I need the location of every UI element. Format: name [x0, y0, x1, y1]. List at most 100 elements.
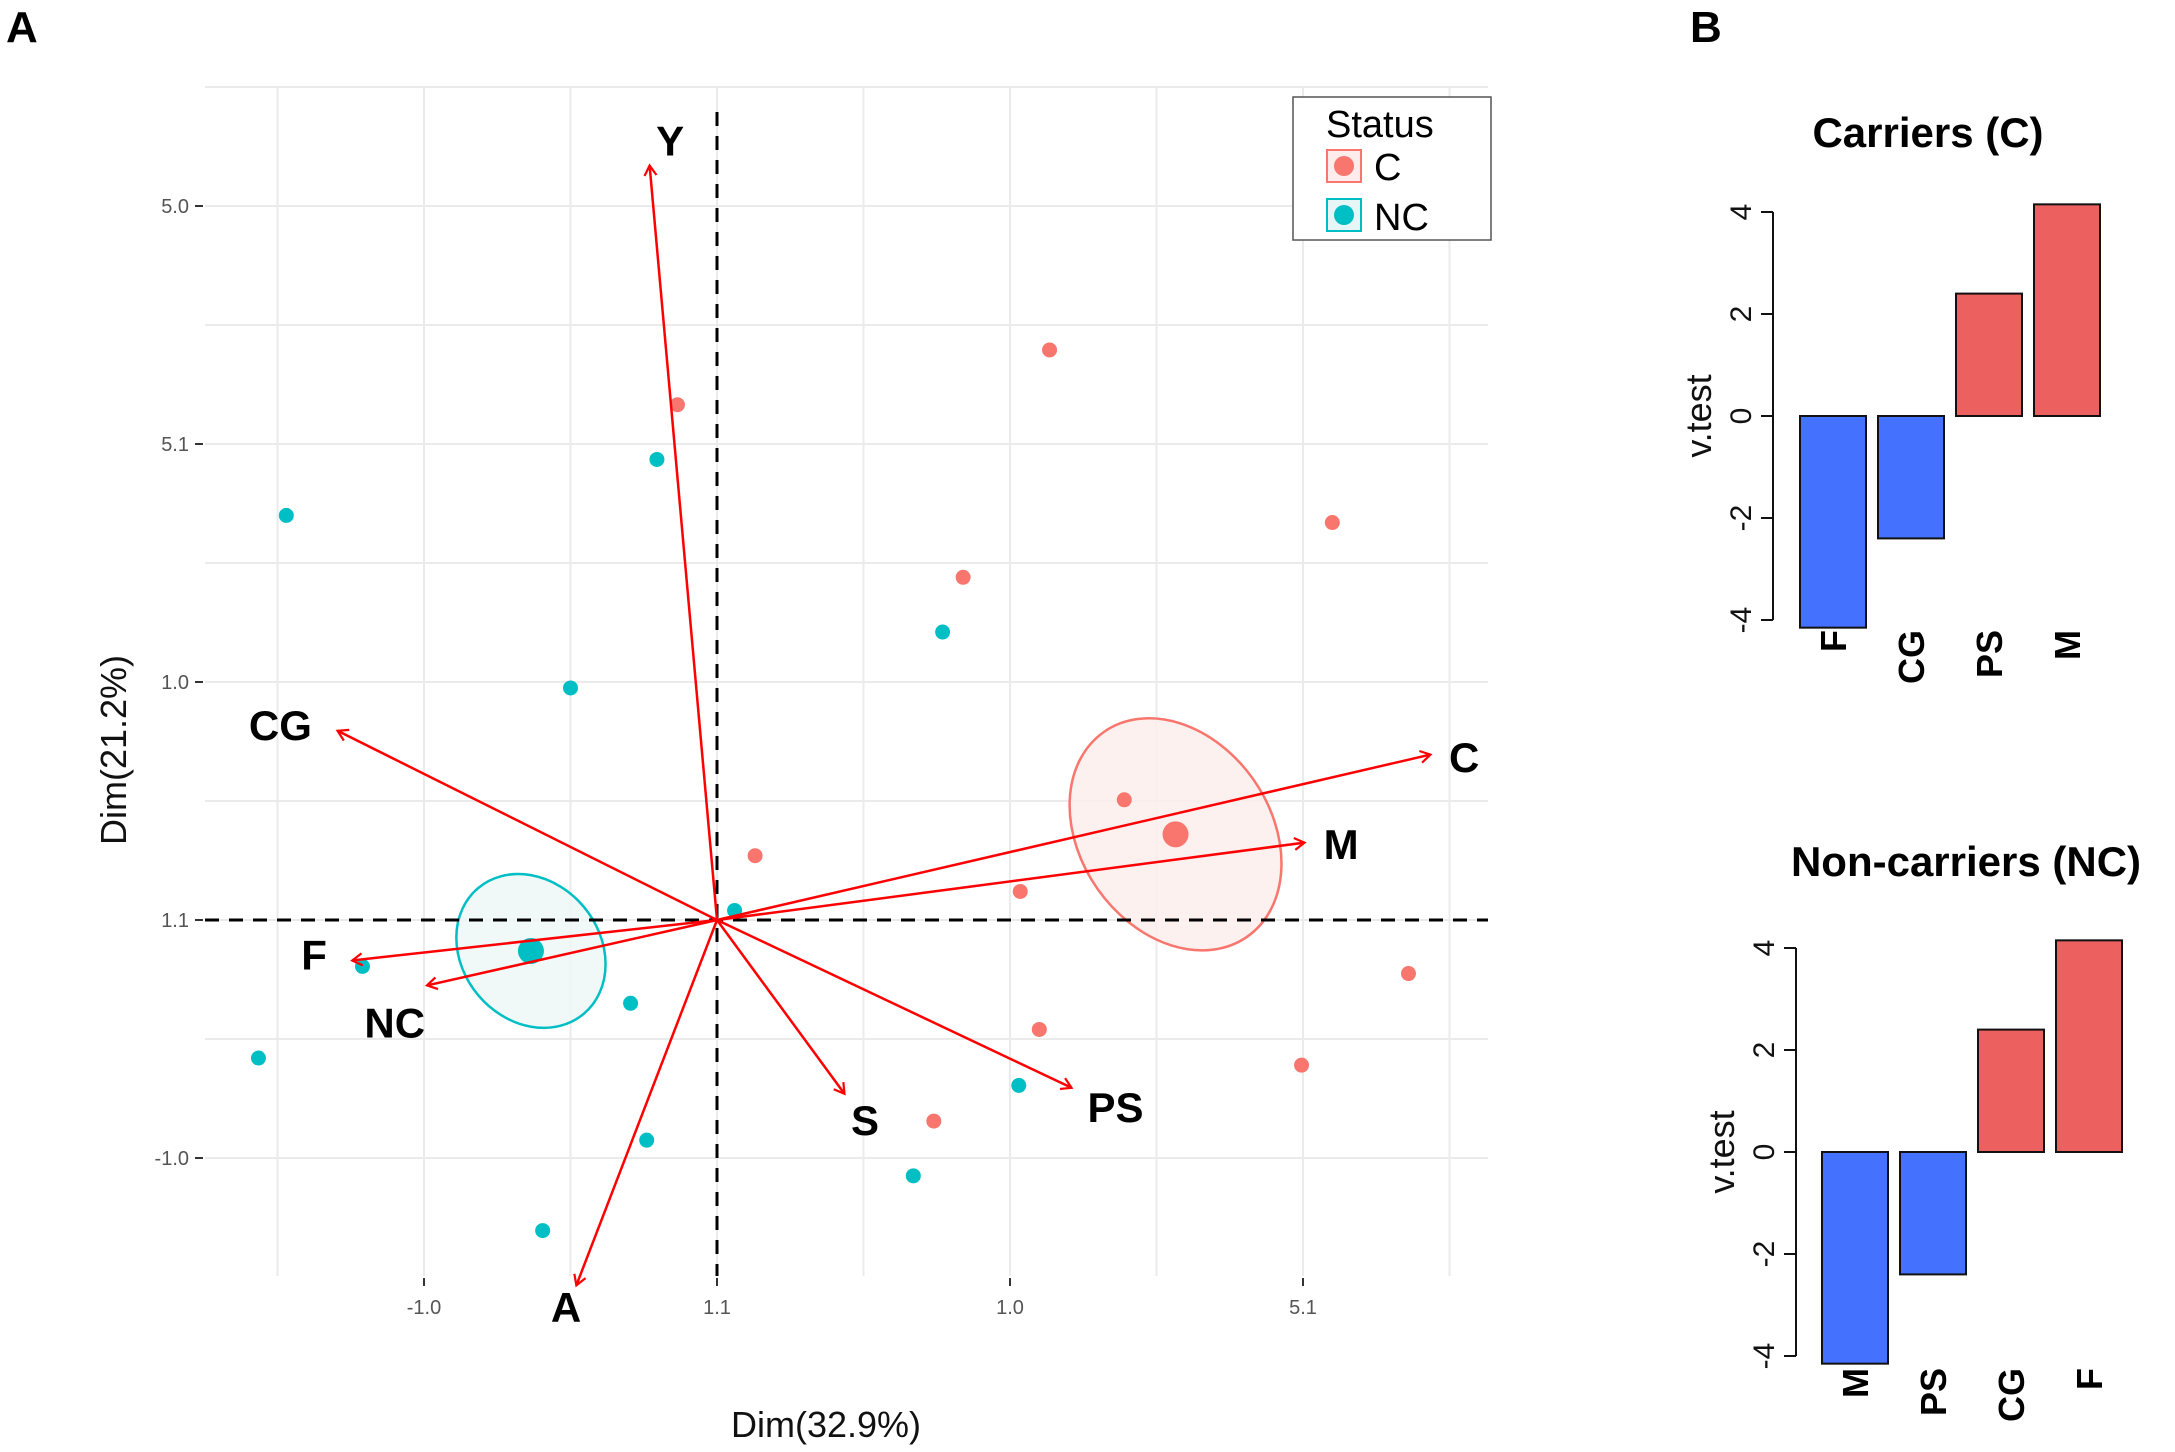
bar-m	[2033, 203, 2101, 417]
arrow-label-y: Y	[656, 118, 684, 165]
bar-f	[2055, 939, 2123, 1153]
legend-label-nc: NC	[1374, 197, 1429, 239]
data-point-nc	[250, 1050, 266, 1066]
y-tick-label: 2	[1748, 1042, 1781, 1059]
arrow-a	[573, 919, 719, 1288]
y-tick-label: 4	[1748, 940, 1781, 957]
bar-m	[1821, 1151, 1889, 1365]
panel-label-b: B	[1690, 3, 1722, 52]
bar-chart-carriers: Carriers (C) -4 -2 0 2 4 v.test F CG PS M	[1678, 109, 2101, 684]
category-label-m: M	[2047, 630, 2088, 660]
data-point-nc	[563, 680, 578, 696]
arrow-label-f: F	[301, 932, 327, 979]
centroid-c	[1162, 821, 1189, 848]
legend-key-c-dot	[1334, 156, 1354, 176]
data-point-nc	[905, 1168, 921, 1184]
arrow-s	[715, 919, 846, 1096]
reference-lines	[205, 112, 1488, 1276]
category-label-ps: PS	[1969, 630, 2010, 678]
x-tick-label: -1.0	[407, 1297, 441, 1319]
bar-ps	[1899, 1151, 1967, 1276]
axes: -1.0 1.1 1.0 5.1 5.0 5.1 1.0 1.1 -1.0	[155, 196, 1317, 1319]
arrow-label-a: A	[551, 1284, 581, 1331]
data-point-nc	[278, 507, 294, 523]
data-point-nc	[1011, 1077, 1027, 1093]
variable-arrows	[335, 163, 1433, 1288]
y-tick-label: 5.0	[161, 196, 189, 218]
arrow-y	[643, 163, 719, 921]
y-tick-label: 1.0	[161, 672, 189, 694]
y-tick-label: 0	[1725, 408, 1758, 425]
y-axis-title: v.test	[1701, 1110, 1742, 1193]
data-point-nc	[935, 624, 951, 640]
arrow-label-nc: NC	[364, 999, 425, 1046]
confidence-ellipses	[455, 717, 1283, 1030]
y-tick-label: 1.1	[161, 910, 189, 932]
category-label-ps: PS	[1913, 1368, 1954, 1416]
data-point-c	[1116, 792, 1132, 808]
bar-chart-title: Carriers (C)	[1812, 109, 2043, 156]
category-label-m: M	[1835, 1368, 1876, 1398]
data-point-c	[1012, 883, 1028, 899]
bar-f	[1799, 415, 1867, 629]
y-tick-label: 4	[1725, 204, 1758, 221]
bar-cg	[1977, 1028, 2045, 1153]
centroid-nc	[517, 937, 544, 964]
y-axis-title: Dim(21.2%)	[93, 655, 134, 845]
arrow-f	[350, 918, 718, 967]
y-tick-label: -2	[1748, 1241, 1781, 1268]
arrow-label-m: M	[1324, 821, 1359, 868]
data-point-c	[1400, 966, 1416, 982]
category-label-cg: CG	[1891, 630, 1932, 684]
arrow-label-cg: CG	[249, 702, 312, 749]
data-points	[250, 342, 1416, 1239]
data-point-c	[1324, 515, 1340, 531]
bar-ps	[1955, 292, 2023, 418]
data-point-c	[926, 1113, 942, 1129]
panel-label-a: A	[6, 3, 38, 52]
data-point-nc	[639, 1132, 655, 1148]
data-point-c	[747, 848, 763, 864]
category-label-f: F	[1813, 630, 1854, 652]
data-point-nc	[623, 995, 639, 1011]
y-tick-label: 2	[1725, 306, 1758, 323]
y-tick-label: 0	[1748, 1144, 1781, 1161]
legend-label-c: C	[1374, 147, 1401, 189]
data-point-nc	[649, 451, 665, 467]
category-label-cg: CG	[1991, 1368, 2032, 1422]
legend-title: Status	[1326, 104, 1434, 146]
arrow-ps	[716, 918, 1074, 1091]
category-label-f: F	[2069, 1368, 2110, 1390]
y-tick-label: 5.1	[161, 434, 189, 456]
x-tick-label: 5.1	[1289, 1297, 1317, 1319]
data-point-c	[955, 569, 971, 585]
bar-chart-title: Non-carriers (NC)	[1791, 838, 2141, 885]
data-point-nc	[535, 1223, 551, 1239]
arrow-m	[716, 836, 1307, 922]
arrow-label-c: C	[1449, 734, 1479, 781]
arrow-c	[716, 749, 1433, 922]
x-tick-label: 1.1	[703, 1297, 731, 1319]
y-axis-title: v.test	[1678, 374, 1719, 457]
x-tick-label: 1.0	[996, 1297, 1024, 1319]
arrow-label-ps: PS	[1087, 1084, 1143, 1131]
y-tick-label: -2	[1725, 505, 1758, 532]
arrow-nc	[424, 918, 718, 991]
y-tick-label: -1.0	[155, 1148, 189, 1170]
bar-chart-non-carriers: Non-carriers (NC) -4 -2 0 2 4 v.test M PS CG F	[1701, 838, 2141, 1422]
bar-cg	[1877, 415, 1945, 540]
data-point-c	[1042, 342, 1058, 358]
x-axis-title: Dim(32.9%)	[731, 1404, 921, 1445]
legend-key-nc	[1326, 198, 1362, 232]
legend: Status C NC	[1292, 96, 1492, 241]
arrow-cg	[335, 728, 718, 922]
data-point-c	[1294, 1057, 1310, 1073]
variable-labels: Y CG C M F NC S PS A	[249, 118, 1479, 1331]
y-tick-label: -4	[1748, 1343, 1781, 1370]
grid-lines	[205, 86, 1488, 1276]
data-point-c	[669, 397, 685, 413]
y-tick-label: -4	[1725, 607, 1758, 634]
data-point-c	[1031, 1021, 1047, 1037]
